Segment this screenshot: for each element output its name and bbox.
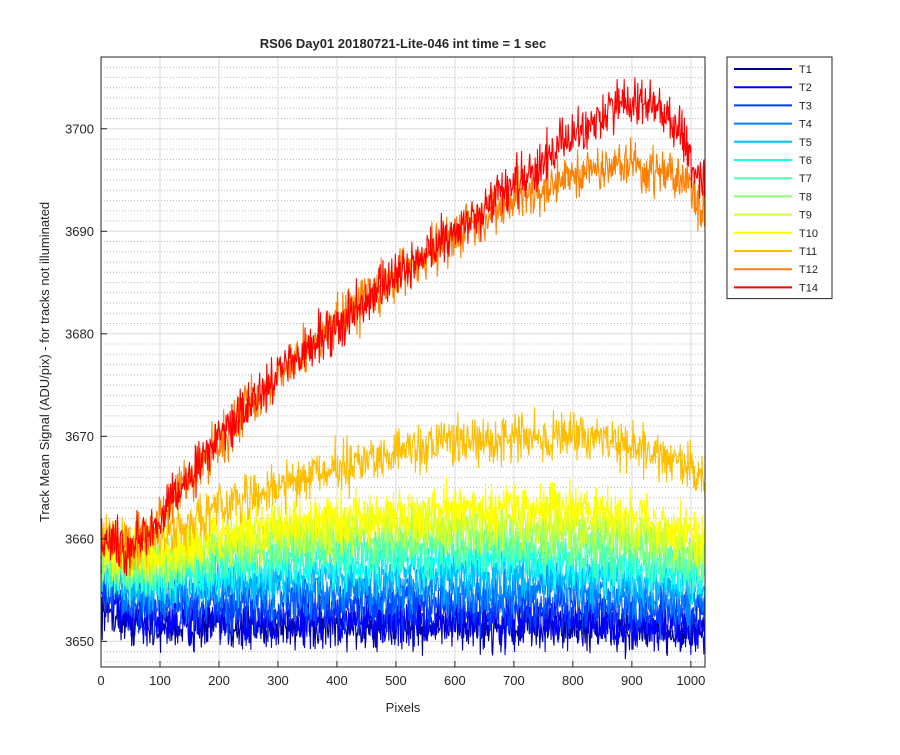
ticks: 0 100 200 300 400 500 600 700 800 900 1000 3650 3660… [65,121,705,688]
series-line-T12 [101,137,705,577]
legend-label: T6 [799,155,812,167]
legend-label: T11 [799,246,817,258]
legend-label: T4 [799,119,812,131]
x-tick-label: 900 [621,673,643,688]
y-tick-label: 3680 [65,326,94,341]
y-axis-label: Track Mean Signal (ADU/pix) - for tracks… [37,202,52,522]
x-tick-label: 600 [444,673,466,688]
y-tick-label: 3700 [65,121,94,136]
chart-title: RS06 Day01 20180721-Lite-046 int time = … [260,36,547,51]
x-tick-label: 800 [562,673,584,688]
y-tick-label: 3650 [65,634,94,649]
x-tick-label: 200 [208,673,230,688]
x-axis-label: Pixels [386,700,421,715]
x-tick-label: 1000 [676,673,705,688]
plot-area [101,77,705,660]
legend-label: T10 [799,228,818,240]
y-tick-label: 3660 [65,531,94,546]
legend-label: T5 [799,137,812,149]
legend-label: T2 [799,82,812,94]
legend-label: T7 [799,173,812,185]
y-tick-label: 3670 [65,429,94,444]
series-line-T11 [101,407,705,571]
series-line-T10 [101,476,705,582]
series-line-T14 [101,77,705,576]
legend-label: T14 [799,282,818,294]
axes-box [100,56,706,668]
legend: T1 T2 T3 T4 T5 T6 T7 T8 T9 T10 T11 T12 T14 [726,56,833,300]
legend-label: T1 [799,64,812,76]
x-tick-label: 500 [385,673,407,688]
legend-label: T9 [799,210,812,222]
x-tick-label: 400 [326,673,348,688]
legend-label: T3 [799,100,812,112]
legend-label: T12 [799,264,818,276]
legend-label: T8 [799,191,812,203]
x-tick-label: 700 [503,673,525,688]
y-tick-label: 3690 [65,224,94,239]
x-tick-label: 100 [149,673,171,688]
x-tick-label: 0 [97,673,104,688]
x-tick-label: 300 [267,673,289,688]
